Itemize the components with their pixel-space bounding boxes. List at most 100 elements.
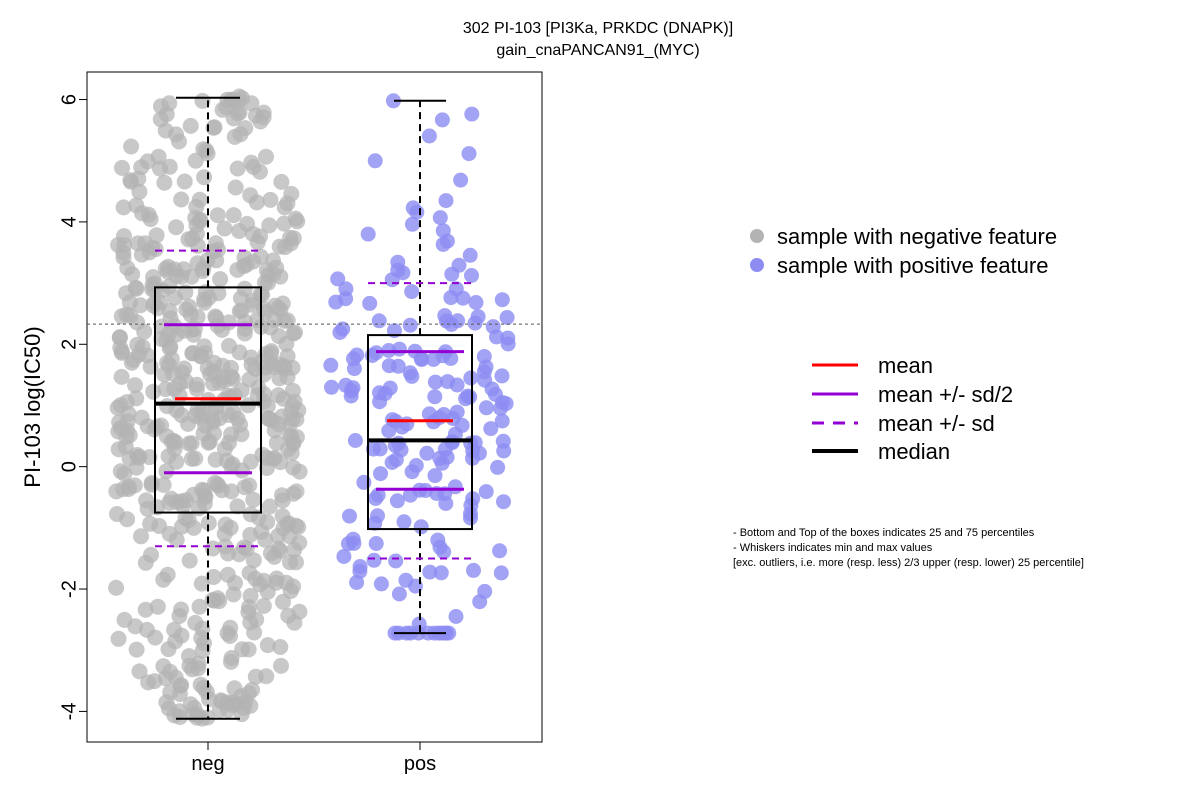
data-point — [436, 544, 452, 560]
data-point — [200, 434, 217, 451]
data-point — [176, 173, 193, 190]
data-point — [173, 191, 190, 208]
data-point — [108, 579, 125, 596]
data-point — [478, 400, 494, 416]
data-point — [224, 92, 241, 108]
data-point — [168, 453, 185, 470]
data-point — [282, 583, 299, 599]
data-point — [496, 494, 511, 510]
data-point — [262, 191, 279, 208]
data-point — [268, 574, 285, 591]
data-point — [200, 515, 217, 531]
data-point — [122, 308, 139, 324]
data-point — [229, 160, 246, 177]
data-point — [149, 598, 166, 615]
data-point — [166, 621, 183, 638]
data-point — [411, 616, 427, 632]
data-point — [346, 351, 361, 367]
data-point — [128, 390, 145, 407]
data-point — [138, 492, 155, 509]
legend-label-mean: mean — [878, 353, 933, 378]
data-point — [212, 271, 229, 288]
data-point — [462, 389, 478, 405]
data-point — [352, 559, 368, 574]
data-point — [229, 498, 246, 515]
data-point — [414, 352, 430, 368]
data-point — [279, 195, 296, 212]
data-point — [127, 377, 143, 394]
data-point — [467, 435, 483, 451]
data-point — [214, 101, 231, 118]
data-point — [464, 268, 479, 283]
data-point — [477, 583, 493, 599]
data-point — [394, 419, 410, 435]
data-point — [241, 371, 258, 388]
data-point — [485, 319, 501, 335]
data-point — [153, 331, 170, 347]
data-point — [225, 404, 242, 421]
data-point — [323, 357, 339, 373]
data-point — [405, 200, 421, 216]
data-point — [190, 660, 207, 677]
data-point — [483, 421, 499, 437]
data-point — [493, 565, 509, 581]
note-line-1: - Bottom and Top of the boxes indicates … — [733, 527, 1035, 539]
data-point — [226, 680, 243, 697]
data-point — [478, 484, 494, 500]
data-point — [398, 572, 414, 588]
y-tick-label: 0 — [58, 461, 80, 472]
data-point — [221, 434, 237, 451]
data-point — [182, 696, 199, 713]
data-point — [237, 313, 254, 330]
data-point — [463, 510, 478, 526]
y-tick-label: -2 — [58, 580, 80, 598]
box-pos — [367, 334, 473, 531]
data-point — [167, 633, 184, 650]
data-point — [451, 257, 467, 273]
data-point — [461, 146, 477, 162]
data-point — [227, 179, 244, 196]
data-point — [408, 458, 424, 473]
data-point — [273, 173, 290, 190]
data-point — [443, 290, 459, 306]
data-point — [332, 325, 348, 340]
data-point — [282, 554, 298, 571]
data-point — [111, 414, 128, 431]
legend-points: sample with negative feature sample with… — [750, 224, 1057, 278]
data-point — [133, 409, 150, 426]
data-point — [159, 398, 176, 415]
data-point — [390, 254, 406, 270]
data-point — [367, 515, 383, 531]
data-point — [128, 641, 145, 658]
data-point — [131, 663, 148, 680]
data-point — [168, 126, 184, 143]
data-point — [404, 284, 420, 300]
data-point — [278, 335, 295, 352]
data-point — [110, 441, 127, 458]
data-point — [494, 292, 510, 308]
data-point — [157, 670, 174, 687]
note-line-2: - Whiskers indicates min and max values — [733, 542, 933, 554]
data-point — [142, 515, 159, 532]
data-point — [342, 508, 357, 524]
data-point — [222, 519, 239, 536]
data-point — [255, 597, 272, 614]
data-point — [141, 449, 158, 466]
data-point — [181, 435, 198, 452]
legend-point-positive — [750, 258, 764, 272]
legend-label-mean-sd: mean +/- sd — [878, 411, 995, 436]
data-point — [131, 183, 148, 200]
data-point — [242, 506, 259, 523]
data-point — [248, 611, 265, 628]
data-point — [263, 356, 280, 373]
data-point — [181, 298, 198, 315]
legend-lines: mean mean +/- sd/2 mean +/- sd median — [812, 353, 1013, 464]
data-point — [476, 349, 492, 364]
data-point — [462, 247, 478, 263]
data-point — [388, 553, 404, 569]
data-point — [467, 315, 483, 331]
data-point — [231, 104, 248, 121]
data-point — [190, 500, 207, 517]
data-point — [255, 393, 272, 410]
